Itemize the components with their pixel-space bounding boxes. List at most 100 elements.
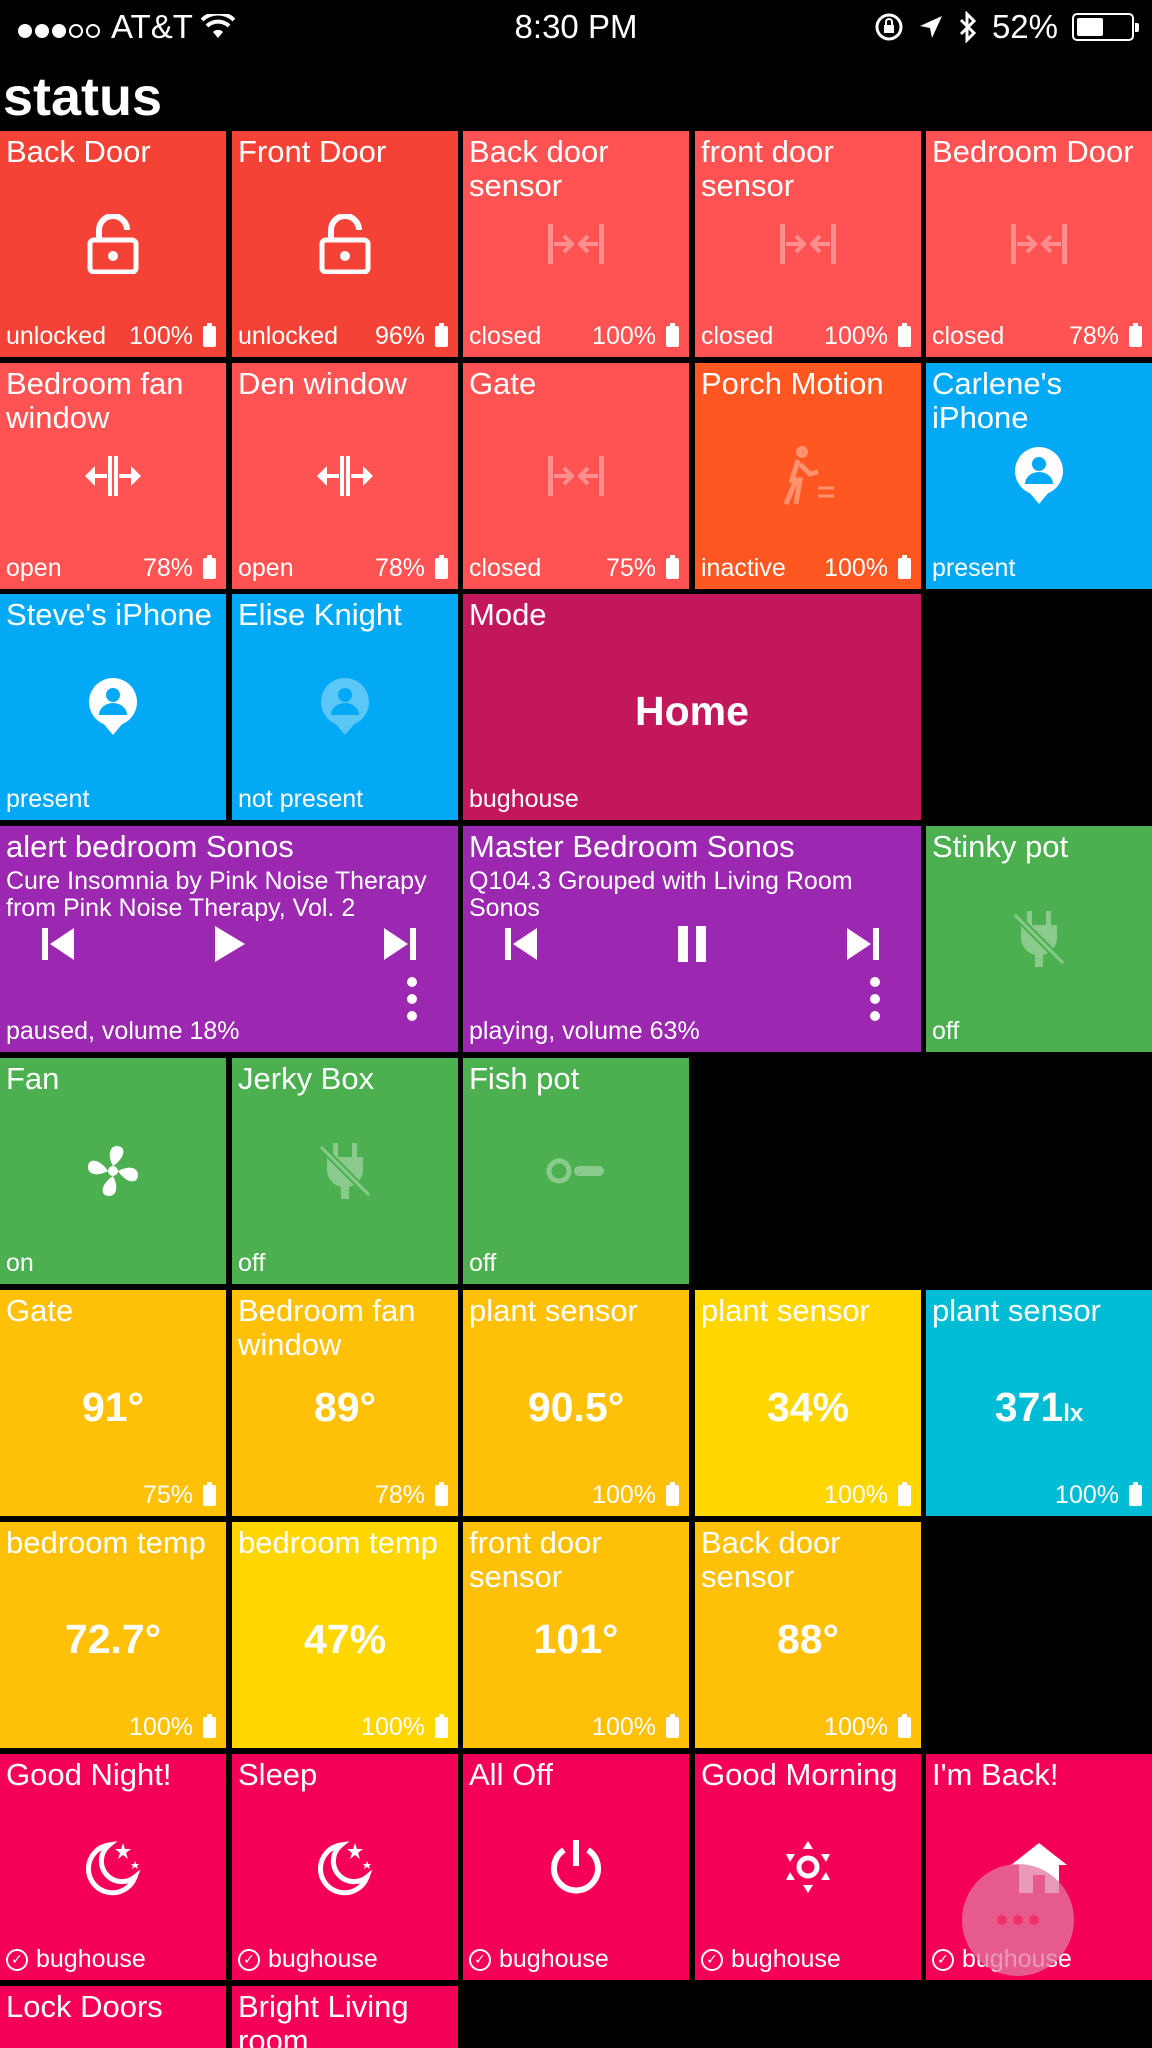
tile-front-door-sensor-temperature[interactable]: front door sensor 101° 100% <box>463 1522 689 1748</box>
tile-bedroom-door[interactable]: Bedroom Door closed 78% <box>926 131 1152 357</box>
tile-title: All Off <box>469 1757 553 1792</box>
tile-routine-im-back[interactable]: I'm Back! ✓bughouse <box>926 1754 1152 1980</box>
tile-plant-sensor-humidity[interactable]: plant sensor 34% 100% <box>695 1290 921 1516</box>
tile-porch-motion[interactable]: Porch Motion inactive 100% <box>695 363 921 589</box>
tile-status: unlocked <box>6 322 107 350</box>
tile-title: Gate <box>469 366 537 401</box>
contact-closed-icon <box>773 209 843 279</box>
tile-fish-pot[interactable]: Fish pot off <box>463 1058 689 1284</box>
battery-level: 100% <box>824 1481 911 1510</box>
battery-icon <box>666 555 679 579</box>
tile-title: Sleep <box>238 1757 318 1792</box>
tile-title: front door sensor <box>701 134 834 203</box>
tile-routine-good-night[interactable]: Good Night! ✓ bughouse <box>0 1754 226 1980</box>
battery-level: 100% <box>824 322 911 351</box>
tile-title: Back door sensor <box>469 134 609 203</box>
tile-plant-sensor-illuminance[interactable]: plant sensor 371lx 100% <box>926 1290 1152 1516</box>
check-circle-icon: ✓ <box>238 1948 260 1971</box>
tile-bedroom-fan-window-temperature[interactable]: Bedroom fan window 89° 78% <box>232 1290 458 1516</box>
battery-icon <box>1129 323 1142 347</box>
next-track-icon[interactable] <box>845 926 881 962</box>
switch-off-icon <box>541 1136 611 1206</box>
tile-status: paused, volume 18% <box>6 1017 240 1045</box>
tile-title: Bright Living room <box>238 1989 409 2048</box>
tile-title: Lock Doors <box>6 1989 163 2024</box>
tile-status: inactive <box>701 554 786 582</box>
more-horizontal-icon <box>997 1915 1007 1925</box>
more-actions-fab[interactable] <box>962 1864 1074 1976</box>
pause-icon[interactable] <box>674 924 710 964</box>
next-track-icon[interactable] <box>382 926 418 962</box>
tile-mode[interactable]: Mode Home bughouse <box>463 594 921 820</box>
routine-location: ✓bughouse <box>469 1945 609 1974</box>
battery-icon <box>666 323 679 347</box>
tile-carlene-iphone[interactable]: Carlene's iPhone present <box>926 363 1152 589</box>
tile-gate-contact[interactable]: Gate closed 75% <box>463 363 689 589</box>
previous-track-icon[interactable] <box>40 926 76 962</box>
tile-front-door[interactable]: Front Door unlocked 96% <box>232 131 458 357</box>
contact-closed-icon <box>541 209 611 279</box>
tile-bedroom-fan-window[interactable]: Bedroom fan window open 78% <box>0 363 226 589</box>
tile-master-bedroom-sonos[interactable]: Master Bedroom Sonos Q104.3 Grouped with… <box>463 826 921 1052</box>
tile-title: plant sensor <box>701 1293 870 1328</box>
tile-stinky-pot[interactable]: Stinky pot off <box>926 826 1152 1052</box>
contact-open-icon <box>310 441 380 511</box>
fan-icon <box>78 1136 148 1206</box>
tile-bedroom-humidity[interactable]: bedroom temp 47% 100% <box>232 1522 458 1748</box>
battery-percent: 52% <box>991 8 1058 45</box>
tile-alert-bedroom-sonos[interactable]: alert bedroom Sonos Cure Insomnia by Pin… <box>0 826 458 1052</box>
tile-status: off <box>469 1249 497 1277</box>
routine-location: ✓bughouse <box>6 1945 146 1974</box>
tile-bedroom-temperature[interactable]: bedroom temp 72.7° 100% <box>0 1522 226 1748</box>
routine-location: ✓bughouse <box>701 1945 841 1974</box>
tile-title: Fish pot <box>469 1061 580 1096</box>
tile-den-window[interactable]: Den window open 78% <box>232 363 458 589</box>
location-arrow-icon <box>919 16 942 38</box>
tile-title: Elise Knight <box>238 597 402 632</box>
previous-track-icon[interactable] <box>503 926 539 962</box>
tile-routine-all-off[interactable]: All Off ✓ bughouse <box>463 1754 689 1980</box>
battery-level: 100% <box>129 1713 216 1742</box>
tile-fan[interactable]: Fan on <box>0 1058 226 1284</box>
battery-icon <box>435 555 448 579</box>
check-circle-icon: ✓ <box>932 1948 954 1971</box>
tile-status: closed <box>932 322 1005 350</box>
tile-back-door[interactable]: Back Door unlocked 100% <box>0 131 226 357</box>
tile-plant-sensor-temperature[interactable]: plant sensor 90.5° 100% <box>463 1290 689 1516</box>
tile-jerky-box[interactable]: Jerky Box off <box>232 1058 458 1284</box>
tile-steve-iphone[interactable]: Steve's iPhone present <box>0 594 226 820</box>
moon-stars-icon <box>310 1832 380 1902</box>
battery-icon <box>898 1482 911 1506</box>
battery-icon <box>435 1714 448 1738</box>
presence-icon <box>78 672 148 742</box>
tile-routine-good-morning[interactable]: Good Morning ✓ bughouse <box>695 1754 921 1980</box>
temperature-value: 101° <box>533 1616 619 1662</box>
tile-front-door-sensor[interactable]: front door sensor closed 100% <box>695 131 921 357</box>
tile-back-door-sensor-temperature[interactable]: Back door sensor 88° 100% <box>695 1522 921 1748</box>
tile-back-door-sensor[interactable]: Back door sensor closed 100% <box>463 131 689 357</box>
tile-title: plant sensor <box>932 1293 1101 1328</box>
battery-level: 100% <box>592 1713 679 1742</box>
ios-status-bar: AT&T 8:30 PM 52% <box>0 0 1152 58</box>
lock-open-icon <box>78 209 148 279</box>
play-icon[interactable] <box>211 924 247 964</box>
battery-level: 75% <box>606 554 679 583</box>
tile-status: unlocked <box>238 322 339 350</box>
clock: 8:30 PM <box>514 8 638 45</box>
tile-status: closed <box>469 554 542 582</box>
tile-routine-lock-doors[interactable]: Lock Doors <box>0 1986 226 2048</box>
tile-title: plant sensor <box>469 1293 638 1328</box>
tile-elise-knight[interactable]: Elise Knight not present <box>232 594 458 820</box>
tile-status: closed <box>701 322 774 350</box>
tile-routine-bright-living-room[interactable]: Bright Living room <box>232 1986 458 2048</box>
more-vertical-icon[interactable] <box>406 976 418 1022</box>
tile-title: alert bedroom Sonos <box>6 829 294 864</box>
more-vertical-icon[interactable] <box>869 976 881 1022</box>
tile-status: present <box>932 554 1016 582</box>
tile-title: Carlene's iPhone <box>932 366 1062 435</box>
tile-gate-temperature[interactable]: Gate 91° 75% <box>0 1290 226 1516</box>
tile-routine-sleep[interactable]: Sleep ✓ bughouse <box>232 1754 458 1980</box>
tile-title: Den window <box>238 366 407 401</box>
tile-status: off <box>238 1249 266 1277</box>
illuminance-unit: lx <box>1063 1400 1084 1427</box>
